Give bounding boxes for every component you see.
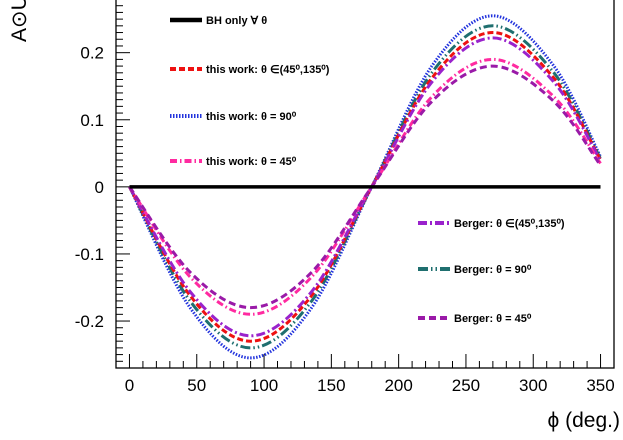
- plot-area-frame: [115, 0, 615, 369]
- x-tick-label: 150: [317, 376, 345, 395]
- legend-label-0: BH only ∀ θ: [206, 15, 267, 27]
- legend-layer: BH only ∀ θ this work: θ ∈(45⁰,135⁰) this …: [170, 15, 565, 325]
- y-tick-label: 0.1: [80, 111, 104, 130]
- x-axis-label: ϕ (deg.): [548, 409, 620, 432]
- plot-frame-layer: [115, 0, 615, 369]
- legend-label-3: this work: θ = 45⁰: [206, 156, 297, 168]
- ticks-layer: 0 50 100 150 200 250 300 350 -0.2 -0.1 0 0.1 0.2: [75, 5, 615, 395]
- legend-label-2: this work: θ = 90⁰: [206, 111, 297, 123]
- series-layer: [128, 14, 602, 360]
- y-axis-label: A⊙U: [8, 0, 31, 42]
- x-tick-label: 300: [519, 376, 547, 395]
- legend-label-1: this work: θ ∈(45⁰,135⁰): [206, 64, 330, 76]
- x-tick-label: 50: [187, 376, 206, 395]
- x-tick-label: 0: [125, 376, 134, 395]
- series-line-5: [128, 24, 602, 350]
- legend-label-4: Berger: θ ∈(45⁰,135⁰): [454, 218, 565, 230]
- y-tick-label: 0.2: [80, 44, 104, 63]
- x-tick-label: 350: [586, 376, 614, 395]
- legend-label-5: Berger: θ = 90⁰: [454, 264, 532, 276]
- y-tick-label: -0.1: [75, 245, 104, 264]
- y-tick-label: -0.2: [75, 312, 104, 331]
- legend-label-6: Berger: θ = 45⁰: [454, 313, 532, 325]
- y-tick-label: 0: [95, 178, 104, 197]
- x-tick-label: 200: [384, 376, 412, 395]
- x-tick-label: 100: [250, 376, 278, 395]
- x-tick-label: 250: [452, 376, 480, 395]
